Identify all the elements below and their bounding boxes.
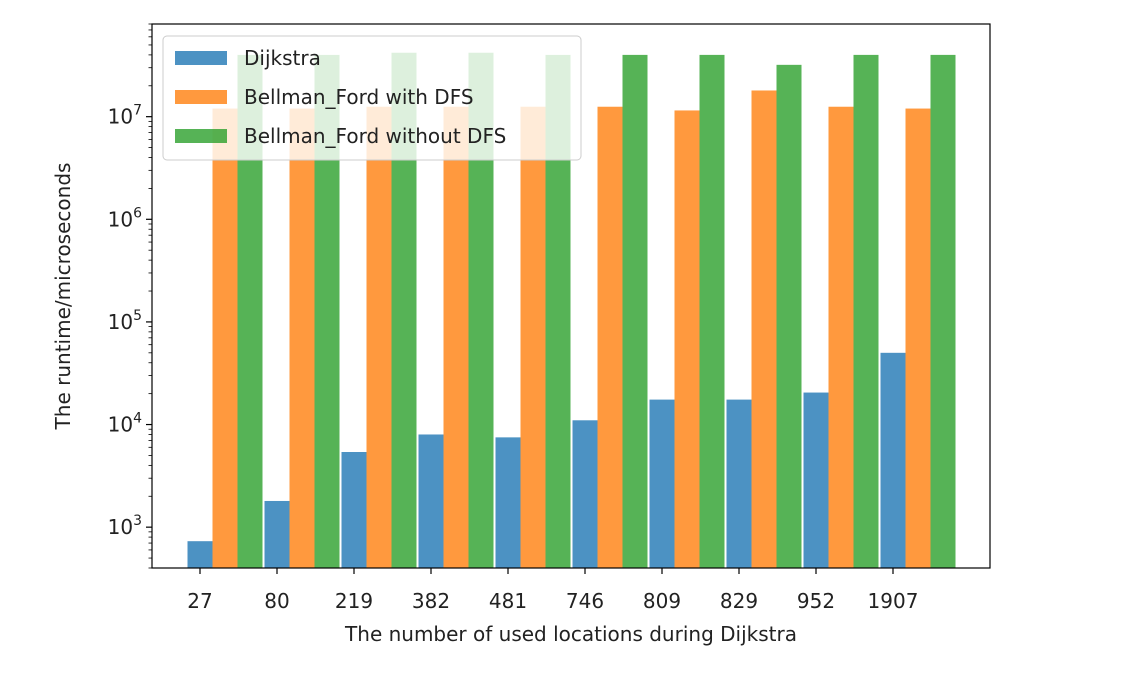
bar-dijkstra-219 [341,452,367,568]
bar-bellman-ford-with-dfs-80 [289,108,315,568]
legend: Dijkstra Bellman_Ford with DFS Bellman_For… [162,35,582,161]
y-tick-label: 106 [108,205,142,231]
x-tick-label: 481 [489,589,527,613]
legend-label: Bellman_Ford without DFS [244,124,506,148]
bar-bellman-ford-without-dfs-746 [622,54,648,569]
x-tick-label: 80 [264,589,289,613]
bar-bellman-ford-without-dfs-809 [699,54,725,569]
x-tick-label: 809 [643,589,681,613]
legend-swatch [175,51,227,65]
legend-box [162,35,582,161]
bar-dijkstra-481 [495,437,521,568]
x-tick-label: 382 [412,589,450,613]
bar-bellman-ford-with-dfs-219 [366,106,392,569]
bar-bellman-ford-without-dfs-829 [776,64,802,569]
bar-dijkstra-809 [649,399,675,568]
bar-dijkstra-27 [187,541,213,568]
bar-bellman-ford-with-dfs-809 [674,110,700,568]
bar-dijkstra-80 [264,500,290,568]
x-tick-label: 219 [335,589,373,613]
bar-bellman-ford-with-dfs-27 [212,108,238,568]
x-tick-label: 1907 [868,589,919,613]
y-tick-label: 104 [108,411,142,437]
bar-bellman-ford-without-dfs-952 [853,54,879,569]
bar-dijkstra-746 [572,420,598,568]
x-tick-label: 829 [720,589,758,613]
x-tick-label: 952 [797,589,835,613]
y-tick-label: 107 [108,103,142,129]
bar-bellman-ford-with-dfs-952 [828,106,854,569]
y-tick-label: 105 [108,308,142,334]
bar-bellman-ford-without-dfs-1907 [930,54,956,569]
bar-dijkstra-382 [418,434,444,568]
x-tick-label: 746 [566,589,604,613]
y-axis-label: The runtime/microseconds [51,163,75,431]
bar-bellman-ford-with-dfs-829 [751,90,777,568]
bar-bellman-ford-with-dfs-1907 [905,108,931,568]
bar-bellman-ford-with-dfs-746 [597,106,623,569]
y-axis: 103 104 105 106 107 [108,23,152,569]
y-tick-label: 103 [108,513,142,539]
bar-dijkstra-829 [726,399,752,568]
legend-swatch [175,90,227,104]
x-axis: 27 80 219 382 481 746 809 829 952 1907 [187,568,918,613]
bar-dijkstra-952 [803,392,829,568]
bar-bellman-ford-with-dfs-382 [443,106,469,569]
plot-frame [151,23,991,569]
x-tick-label: 27 [187,589,212,613]
x-axis-label: The number of used locations during Dijk… [344,622,797,646]
bar-dijkstra-1907 [880,352,906,568]
legend-label: Dijkstra [244,46,321,70]
bar-bellman-ford-with-dfs-481 [520,106,546,569]
legend-swatch [175,129,227,143]
legend-label: Bellman_Ford with DFS [244,85,474,109]
